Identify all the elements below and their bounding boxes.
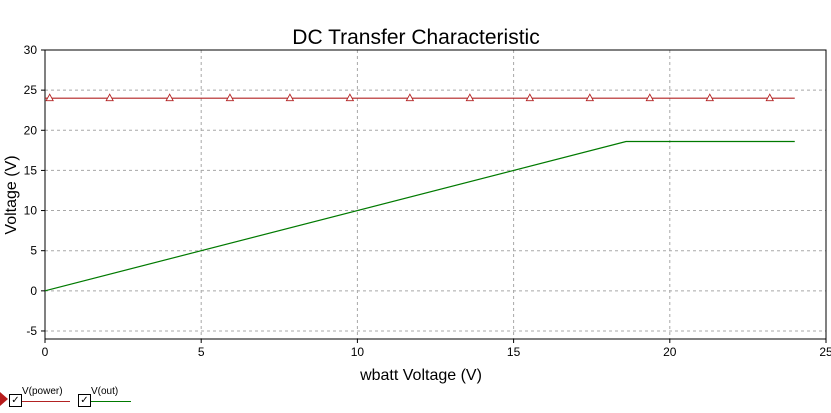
x-axis-label: wbatt Voltage (V) xyxy=(359,367,482,384)
series-marker-0 xyxy=(45,93,54,102)
x-tick-label: 20 xyxy=(663,345,677,359)
y-tick-label: 10 xyxy=(24,204,38,218)
series-marker-0 xyxy=(585,93,595,102)
legend-item-power[interactable]: ✓ V(power) xyxy=(9,386,70,408)
active-trace-arrow-icon xyxy=(0,392,8,406)
series-marker-0 xyxy=(405,93,415,102)
grid xyxy=(45,50,826,339)
y-tick-label: 25 xyxy=(24,83,38,97)
series-marker-0 xyxy=(345,93,355,102)
x-tick-label: 5 xyxy=(198,345,205,359)
plot-area-frame xyxy=(44,49,827,340)
series-marker-0 xyxy=(705,93,715,102)
series-marker-0 xyxy=(105,93,114,102)
y-tick-label: 30 xyxy=(24,43,38,57)
series-line-1 xyxy=(44,140,795,292)
y-tick-label: 15 xyxy=(24,163,38,177)
x-tick-label: 25 xyxy=(819,345,831,359)
x-tick-label: 15 xyxy=(507,345,521,359)
legend-label-power: V(power) xyxy=(22,386,63,397)
y-tick-label: 0 xyxy=(30,284,37,298)
x-axis-ticks: 0 5 10 15 20 25 xyxy=(42,339,831,359)
series-marker-0 xyxy=(285,93,295,102)
series-marker-0 xyxy=(525,93,535,102)
legend-checkbox-power[interactable]: ✓ xyxy=(9,394,22,407)
x-tick-label: 0 xyxy=(42,345,49,359)
series-marker-0 xyxy=(765,93,775,102)
y-tick-label: 5 xyxy=(30,244,37,258)
chart-title: DC Transfer Characteristic xyxy=(292,26,539,49)
y-tick-label: 20 xyxy=(24,123,38,137)
y-axis-label: Voltage (V) xyxy=(3,155,20,234)
series-marker-0 xyxy=(225,93,235,102)
legend-swatch-power xyxy=(22,401,70,402)
legend-checkbox-out[interactable]: ✓ xyxy=(78,394,91,407)
series-marker-0 xyxy=(645,93,655,102)
x-tick-label: 10 xyxy=(351,345,365,359)
y-axis-ticks: -5 0 5 10 15 20 25 30 xyxy=(24,43,45,338)
series-marker-0 xyxy=(465,93,475,102)
legend-swatch-out xyxy=(91,401,131,402)
series-layer xyxy=(44,93,795,292)
y-tick-label: -5 xyxy=(26,324,37,338)
series-marker-0 xyxy=(165,93,174,102)
legend-label-out: V(out) xyxy=(91,386,119,397)
legend-item-out[interactable]: ✓ V(out) xyxy=(78,386,138,408)
